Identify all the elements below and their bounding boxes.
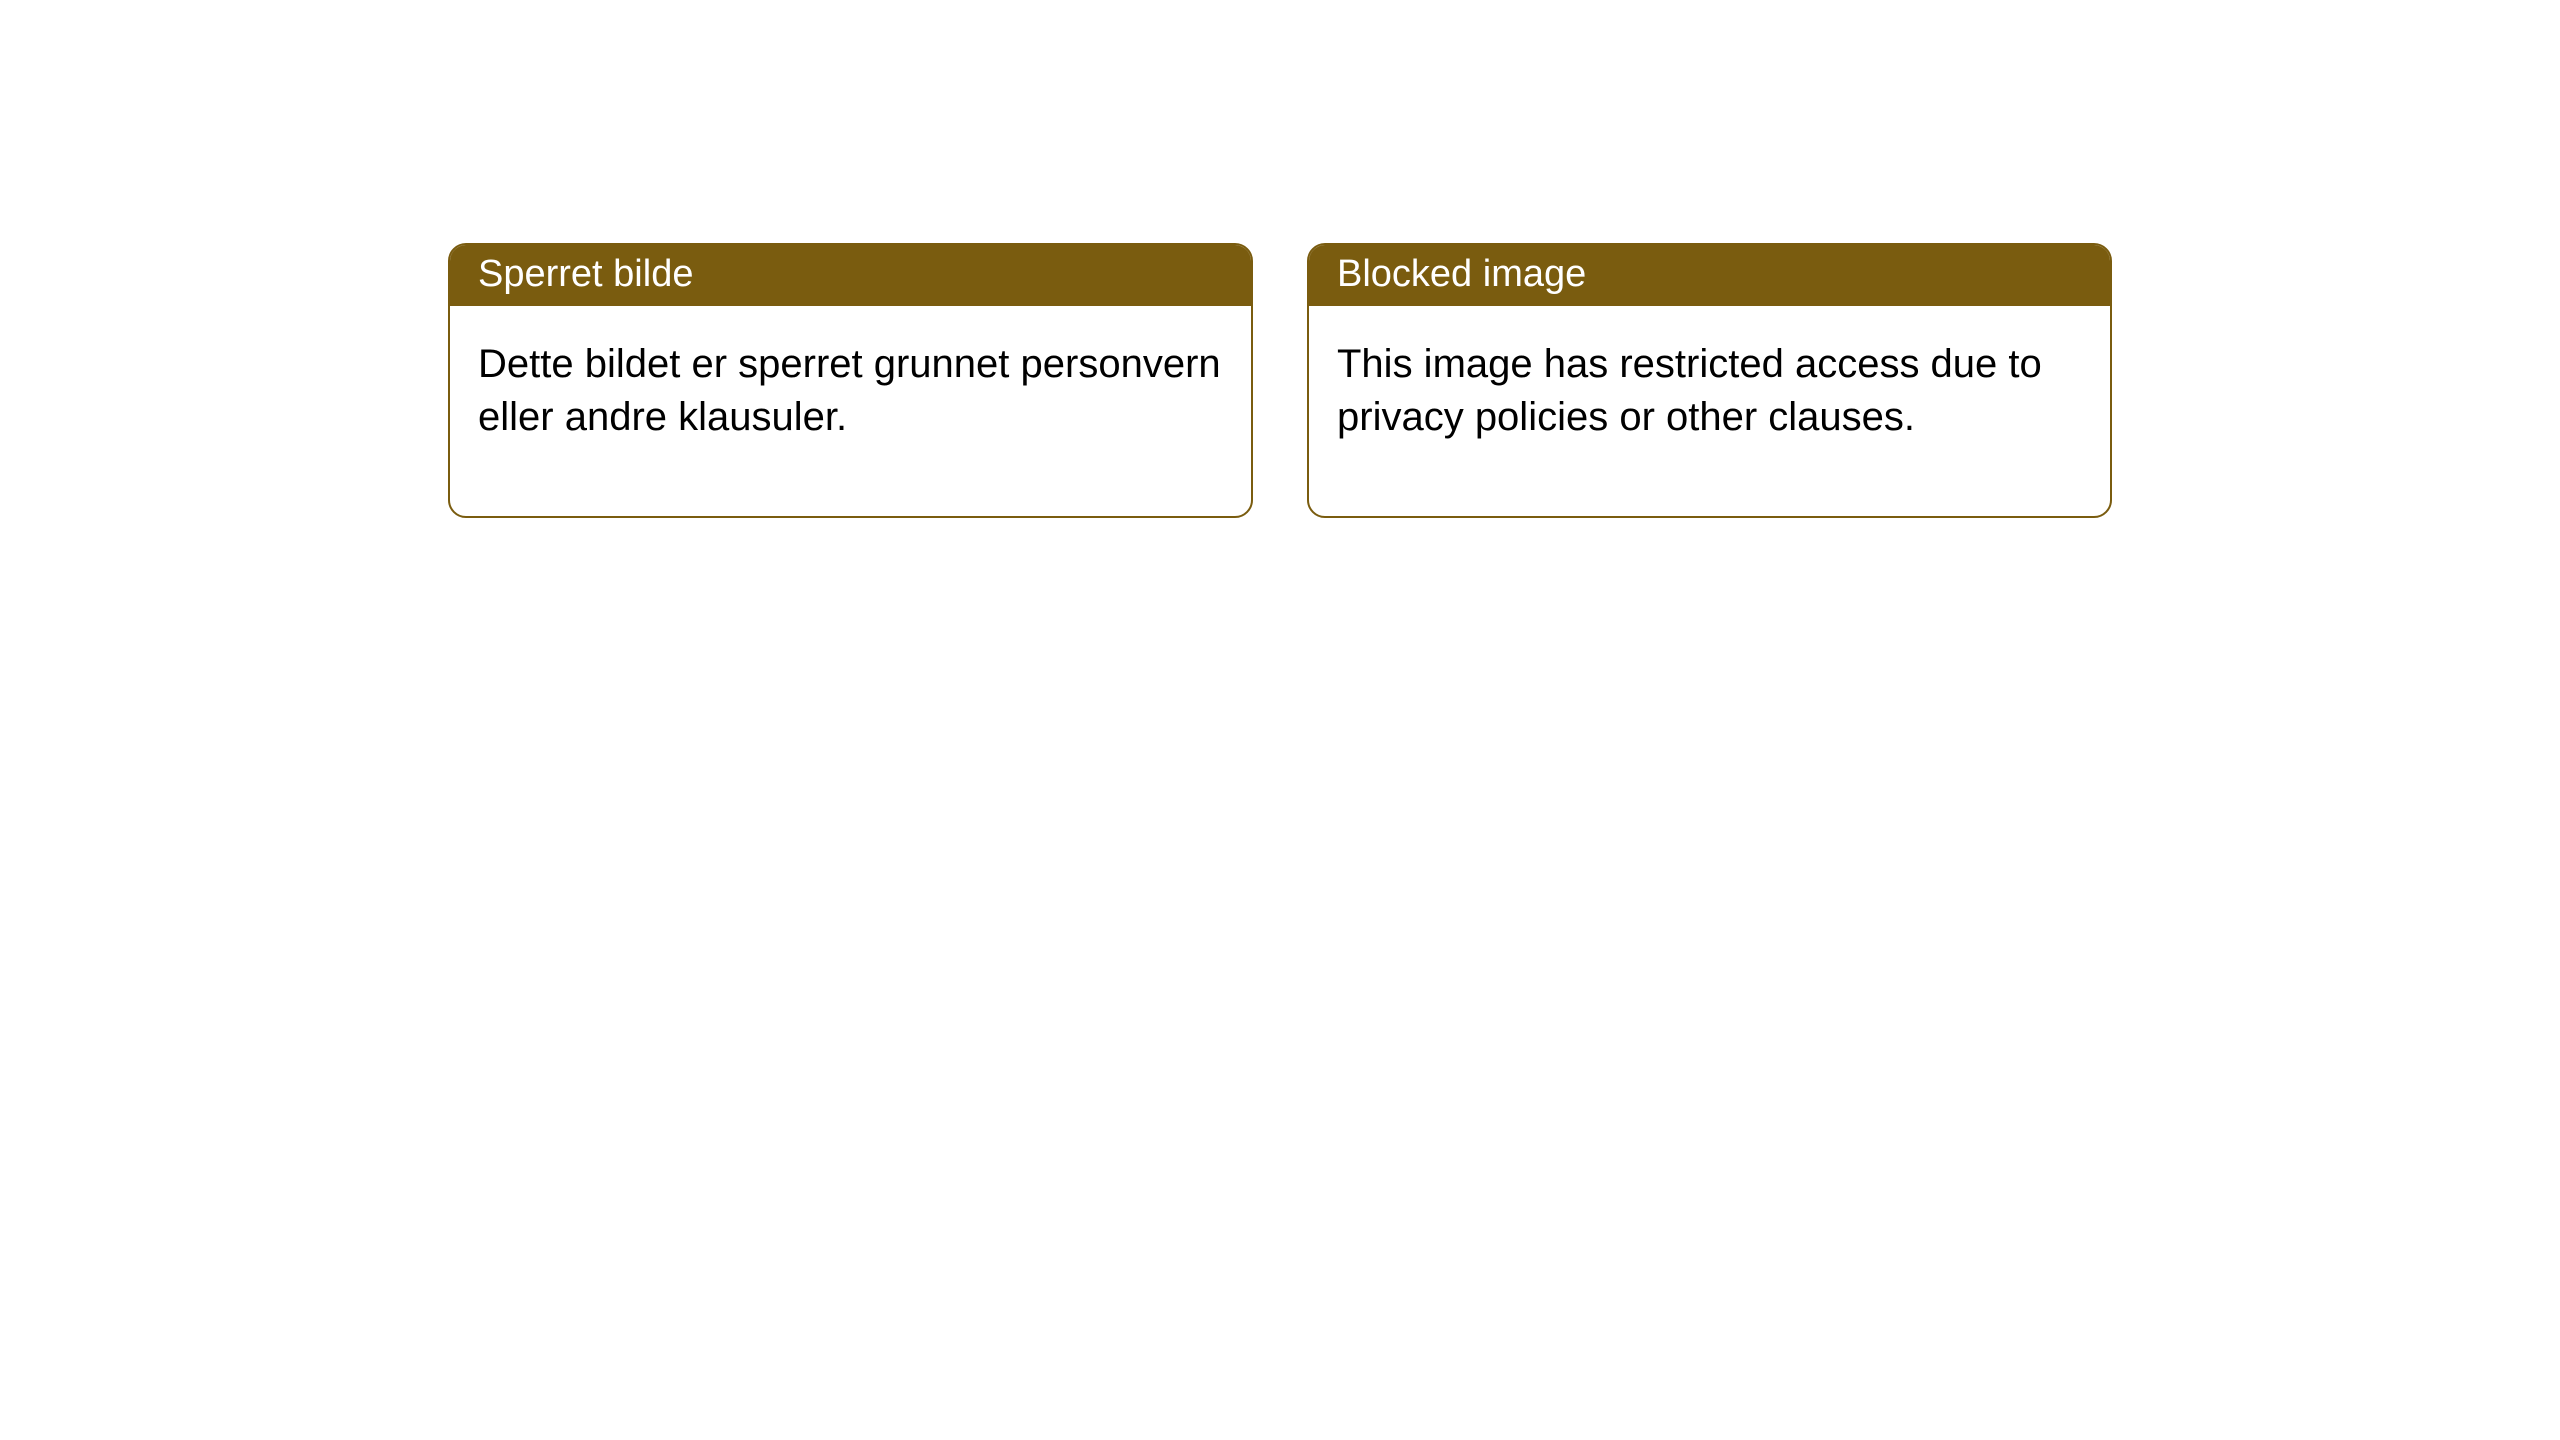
notice-body: This image has restricted access due to … xyxy=(1309,306,2110,516)
notice-box-english: Blocked image This image has restricted … xyxy=(1307,243,2112,518)
notice-body: Dette bildet er sperret grunnet personve… xyxy=(450,306,1251,516)
notice-header: Sperret bilde xyxy=(450,245,1251,306)
notice-header: Blocked image xyxy=(1309,245,2110,306)
notice-container: Sperret bilde Dette bildet er sperret gr… xyxy=(0,0,2560,518)
notice-box-norwegian: Sperret bilde Dette bildet er sperret gr… xyxy=(448,243,1253,518)
